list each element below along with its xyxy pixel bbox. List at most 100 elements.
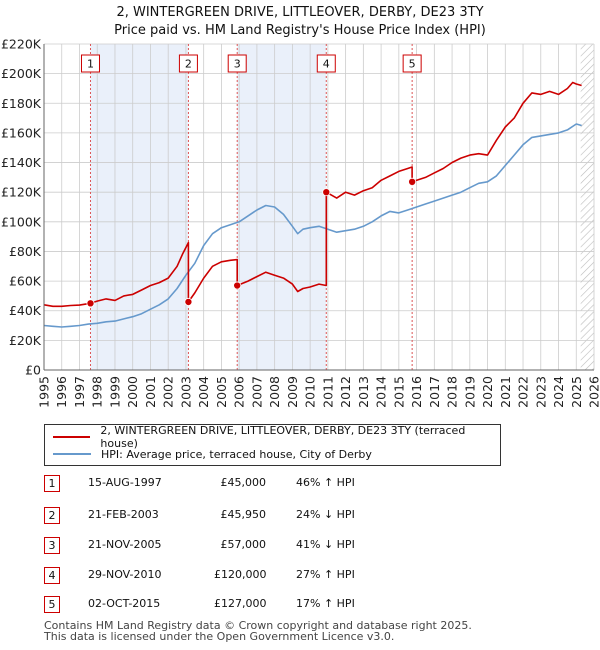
sale-marker-box xyxy=(80,54,100,73)
sale-hpi-change: 17% ↑ HPI xyxy=(296,597,355,610)
x-tick-label: 2016 xyxy=(409,376,424,408)
sale-date: 21-NOV-2005 xyxy=(88,538,162,551)
x-tick-label: 2019 xyxy=(462,376,477,408)
x-tick-label: 2023 xyxy=(533,376,548,408)
sale-point xyxy=(184,297,193,306)
sale-number-badge: 3 xyxy=(44,537,60,554)
sale-hpi-change: 41% ↓ HPI xyxy=(296,538,355,551)
y-tick-label: £140K xyxy=(1,155,42,170)
x-tick-label: 2014 xyxy=(374,376,389,408)
legend: 2, WINTERGREEN DRIVE, LITTLEOVER, DERBY,… xyxy=(44,424,501,466)
y-tick-label: £220K xyxy=(1,37,42,52)
y-tick-label: £40K xyxy=(9,303,42,318)
footer: Contains HM Land Registry data © Crown c… xyxy=(44,620,472,642)
sale-price: £127,000 xyxy=(214,597,267,610)
legend-swatch-price xyxy=(53,436,91,438)
y-tick-label: £200K xyxy=(1,66,42,81)
x-tick-label: 2012 xyxy=(338,376,353,408)
x-tick-label: 2004 xyxy=(196,376,211,408)
price-paid-line xyxy=(43,81,582,308)
y-tick-label: £80K xyxy=(9,244,42,259)
sale-price: £45,950 xyxy=(220,508,267,521)
y-tick-label: £20K xyxy=(9,333,42,348)
sale-price: £120,000 xyxy=(214,568,267,581)
sale-point xyxy=(233,281,242,290)
sale-marker-box xyxy=(227,54,247,73)
sale-row: 3 21-NOV-2005 £57,000 41% ↓ HPI xyxy=(44,537,384,555)
sale-marker-label: 5 xyxy=(409,58,416,71)
y-tick-label: £120K xyxy=(1,185,42,200)
sale-point xyxy=(408,177,417,186)
sale-hpi-change: 46% ↑ HPI xyxy=(296,476,355,489)
sale-row: 4 29-NOV-2010 £120,000 27% ↑ HPI xyxy=(44,567,384,585)
sale-point xyxy=(322,188,331,197)
sale-marker-label: 2 xyxy=(185,58,192,71)
footer-copyright: Contains HM Land Registry data © Crown c… xyxy=(44,619,472,632)
y-tick-label: £0 xyxy=(25,363,41,378)
sale-number-badge: 5 xyxy=(44,596,60,613)
sale-number-badge: 2 xyxy=(44,507,60,524)
x-tick-label: 1998 xyxy=(90,376,105,408)
legend-item-hpi: HPI: Average price, terraced house, City… xyxy=(53,446,372,462)
price-chart: 1 2 3 4 5 £0 £20K £40K £60K £80K £100K £120K £140K £1… xyxy=(1,37,600,408)
x-tick-label: 1997 xyxy=(72,376,87,408)
x-tick-label: 2017 xyxy=(427,376,442,408)
sale-row: 2 21-FEB-2003 £45,950 24% ↓ HPI xyxy=(44,507,384,525)
legend-swatch-hpi xyxy=(53,453,91,455)
sale-marker-label: 1 xyxy=(87,58,94,71)
sale-period-band xyxy=(237,44,327,370)
title-line-2: Price paid vs. HM Land Registry's House … xyxy=(114,23,486,38)
x-tick-label: 2009 xyxy=(285,376,300,408)
sale-hpi-change: 27% ↑ HPI xyxy=(296,568,355,581)
sale-date: 21-FEB-2003 xyxy=(88,508,159,521)
sale-price: £57,000 xyxy=(220,538,267,551)
y-tick-label: £160K xyxy=(1,125,42,140)
sale-row: 5 02-OCT-2015 £127,000 17% ↑ HPI xyxy=(44,596,384,614)
legend-label-hpi: HPI: Average price, terraced house, City… xyxy=(101,447,372,461)
title-line-1: 2, WINTERGREEN DRIVE, LITTLEOVER, DERBY,… xyxy=(116,5,484,20)
hpi-line xyxy=(43,123,582,328)
y-tick-label: £60K xyxy=(9,274,42,289)
sale-marker-label: 3 xyxy=(234,58,241,71)
legend-label-price: 2, WINTERGREEN DRIVE, LITTLEOVER, DERBY,… xyxy=(100,424,466,450)
sale-hpi-change: 24% ↓ HPI xyxy=(296,508,355,521)
sale-price: £45,000 xyxy=(220,476,267,489)
y-tick-label: £100K xyxy=(1,214,42,229)
sale-date: 15-AUG-1997 xyxy=(88,476,162,489)
sale-marker-label: 4 xyxy=(323,58,330,71)
x-tick-label: 2006 xyxy=(232,376,247,408)
chart-title: 2, WINTERGREEN DRIVE, LITTLEOVER, DERBY,… xyxy=(0,4,600,40)
x-tick-label: 2020 xyxy=(480,376,495,408)
x-tick-label: 2003 xyxy=(178,376,193,408)
forecast-hatch xyxy=(580,44,594,370)
x-tick-label: 2015 xyxy=(391,376,406,408)
x-tick-label: 2011 xyxy=(320,376,335,408)
x-tick-label: 2026 xyxy=(587,376,600,408)
x-tick-label: 2018 xyxy=(445,376,460,408)
y-tick-label: £180K xyxy=(1,96,42,111)
sale-date: 02-OCT-2015 xyxy=(88,597,161,610)
sale-number-badge: 4 xyxy=(44,567,60,584)
x-tick-label: 2005 xyxy=(214,376,229,408)
x-tick-label: 1996 xyxy=(54,376,69,408)
x-tick-label: 2000 xyxy=(125,376,140,408)
x-tick-label: 2021 xyxy=(498,376,513,408)
sale-marker-box xyxy=(316,54,336,73)
sale-period-band xyxy=(90,44,189,370)
sale-number-badge: 1 xyxy=(44,475,60,492)
x-tick-label: 2010 xyxy=(303,376,318,408)
x-tick-label: 1999 xyxy=(107,376,122,408)
sale-date: 29-NOV-2010 xyxy=(88,568,162,581)
footer-licence: This data is licensed under the Open Gov… xyxy=(44,630,395,643)
x-tick-label: 2025 xyxy=(569,376,584,408)
sale-marker-box xyxy=(402,54,422,73)
x-tick-label: 2008 xyxy=(267,376,282,408)
x-tick-label: 2001 xyxy=(143,376,158,408)
x-tick-label: 1995 xyxy=(37,376,52,408)
sale-marker-box xyxy=(178,54,198,73)
x-tick-label: 2013 xyxy=(356,376,371,408)
legend-item-price: 2, WINTERGREEN DRIVE, LITTLEOVER, DERBY,… xyxy=(53,424,500,450)
sale-point xyxy=(86,299,95,308)
x-tick-label: 2022 xyxy=(516,376,531,408)
x-tick-label: 2024 xyxy=(551,376,566,408)
